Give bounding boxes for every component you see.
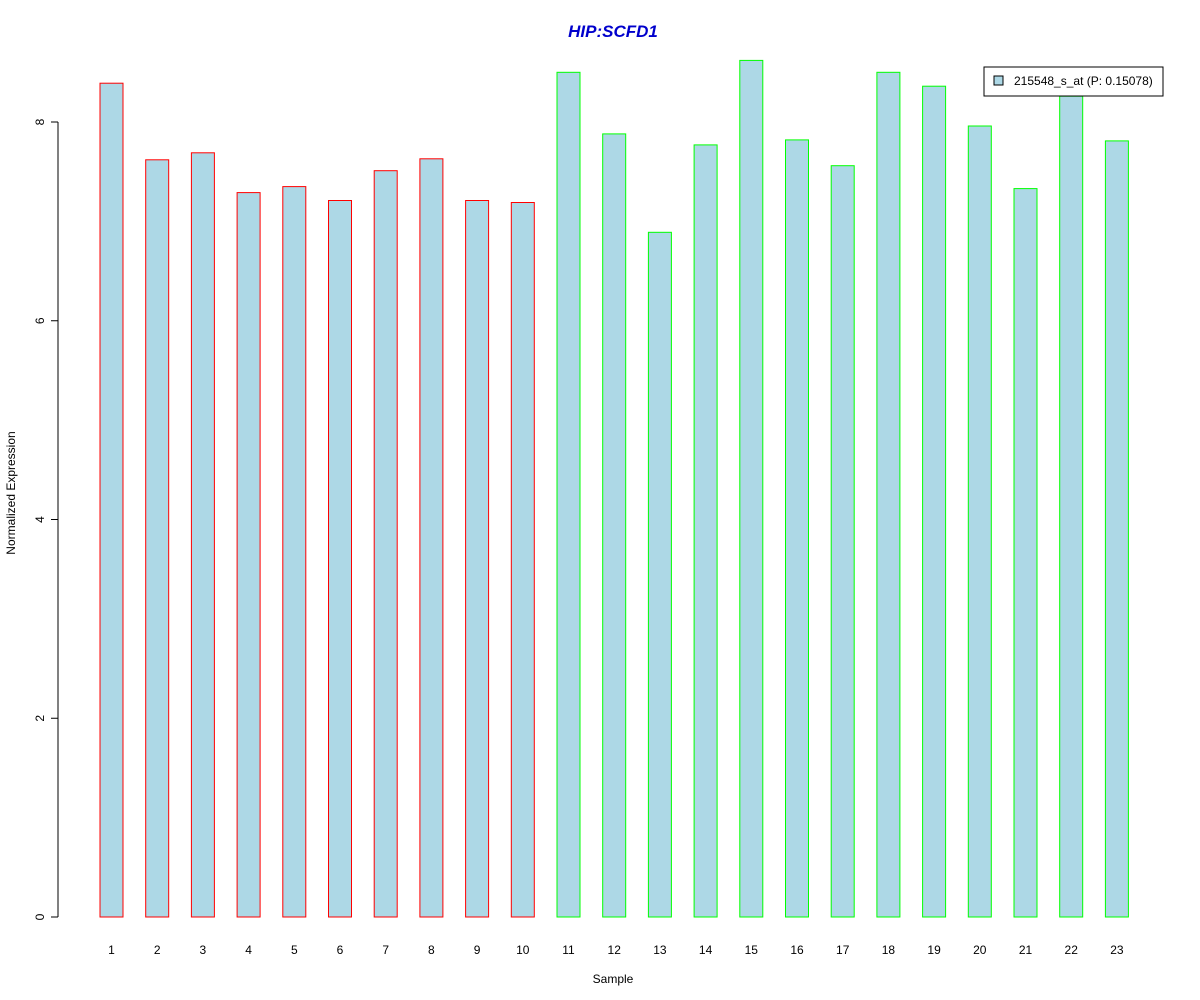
- bar-sample-18: [876, 71, 901, 918]
- bar-sample-5: [282, 186, 307, 918]
- bar-sample-19: [922, 85, 947, 918]
- x-tick-label: 1: [108, 943, 115, 957]
- bar-sample-6: [328, 200, 352, 918]
- y-tick-label: 8: [33, 118, 47, 125]
- bar-sample-7: [373, 170, 398, 918]
- x-tick-label: 3: [200, 943, 207, 957]
- x-tick-label: 20: [973, 943, 987, 957]
- y-tick-label: 4: [33, 516, 47, 523]
- bar-sample-17: [830, 165, 855, 918]
- x-tick-label: 21: [1019, 943, 1033, 957]
- bar-sample-3: [190, 152, 215, 918]
- bar-sample-11: [556, 71, 581, 918]
- x-tick-label: 4: [245, 943, 252, 957]
- x-tick-label: 11: [562, 943, 575, 957]
- bars-group: [99, 59, 1129, 918]
- y-axis: 0 2 4 6 8: [33, 118, 59, 920]
- bar-sample-12: [602, 133, 627, 918]
- bar-sample-20: [967, 125, 992, 918]
- chart-title: HIP:SCFD1: [568, 22, 658, 41]
- x-tick-label: 6: [337, 943, 344, 957]
- bar-sample-13: [647, 231, 672, 918]
- x-tick-label: 9: [474, 943, 481, 957]
- x-tick-label: 2: [154, 943, 161, 957]
- x-tick-label: 5: [291, 943, 298, 957]
- bar-sample-21: [1013, 188, 1038, 918]
- legend: 215548_s_at (P: 0.15078): [983, 66, 1164, 97]
- x-tick-label: 14: [699, 943, 713, 957]
- x-tick-label: 12: [608, 943, 622, 957]
- legend-swatch: [993, 75, 1004, 86]
- bar-sample-4: [236, 192, 261, 918]
- y-tick-label: 2: [33, 715, 47, 722]
- x-tick-label: 23: [1110, 943, 1124, 957]
- x-tick-label: 18: [882, 943, 896, 957]
- x-axis-title: Sample: [593, 972, 634, 986]
- x-tick-label: 7: [382, 943, 389, 957]
- y-tick-label: 6: [33, 317, 47, 324]
- bar-sample-8: [419, 158, 444, 918]
- x-tick-label: 10: [516, 943, 530, 957]
- x-tick-label: 16: [790, 943, 804, 957]
- x-tick-label: 13: [653, 943, 667, 957]
- bar-sample-2: [145, 159, 170, 918]
- y-tick-label: 0: [33, 913, 47, 920]
- x-tick-labels: 1 2 3 4 5 6 7 8 9 10 11 12 13 14 15 16 17 18 19 20 21 22 23: [108, 943, 1124, 957]
- x-tick-label: 22: [1065, 943, 1079, 957]
- legend-label: 215548_s_at (P: 0.15078): [1014, 74, 1153, 88]
- bar-sample-15: [739, 59, 764, 918]
- x-tick-label: 8: [428, 943, 435, 957]
- x-tick-label: 19: [927, 943, 941, 957]
- bar-sample-22: [1059, 95, 1084, 918]
- bar-sample-10: [510, 202, 535, 918]
- x-tick-label: 15: [745, 943, 759, 957]
- bar-sample-9: [465, 200, 490, 918]
- legend-box: [983, 66, 1164, 97]
- bar-sample-23: [1104, 140, 1129, 918]
- bar-sample-14: [693, 144, 718, 918]
- bar-sample-1: [99, 82, 124, 918]
- bar-sample-16: [785, 139, 809, 918]
- x-tick-label: 17: [836, 943, 850, 957]
- y-axis-title: Normalized Expression: [4, 431, 18, 554]
